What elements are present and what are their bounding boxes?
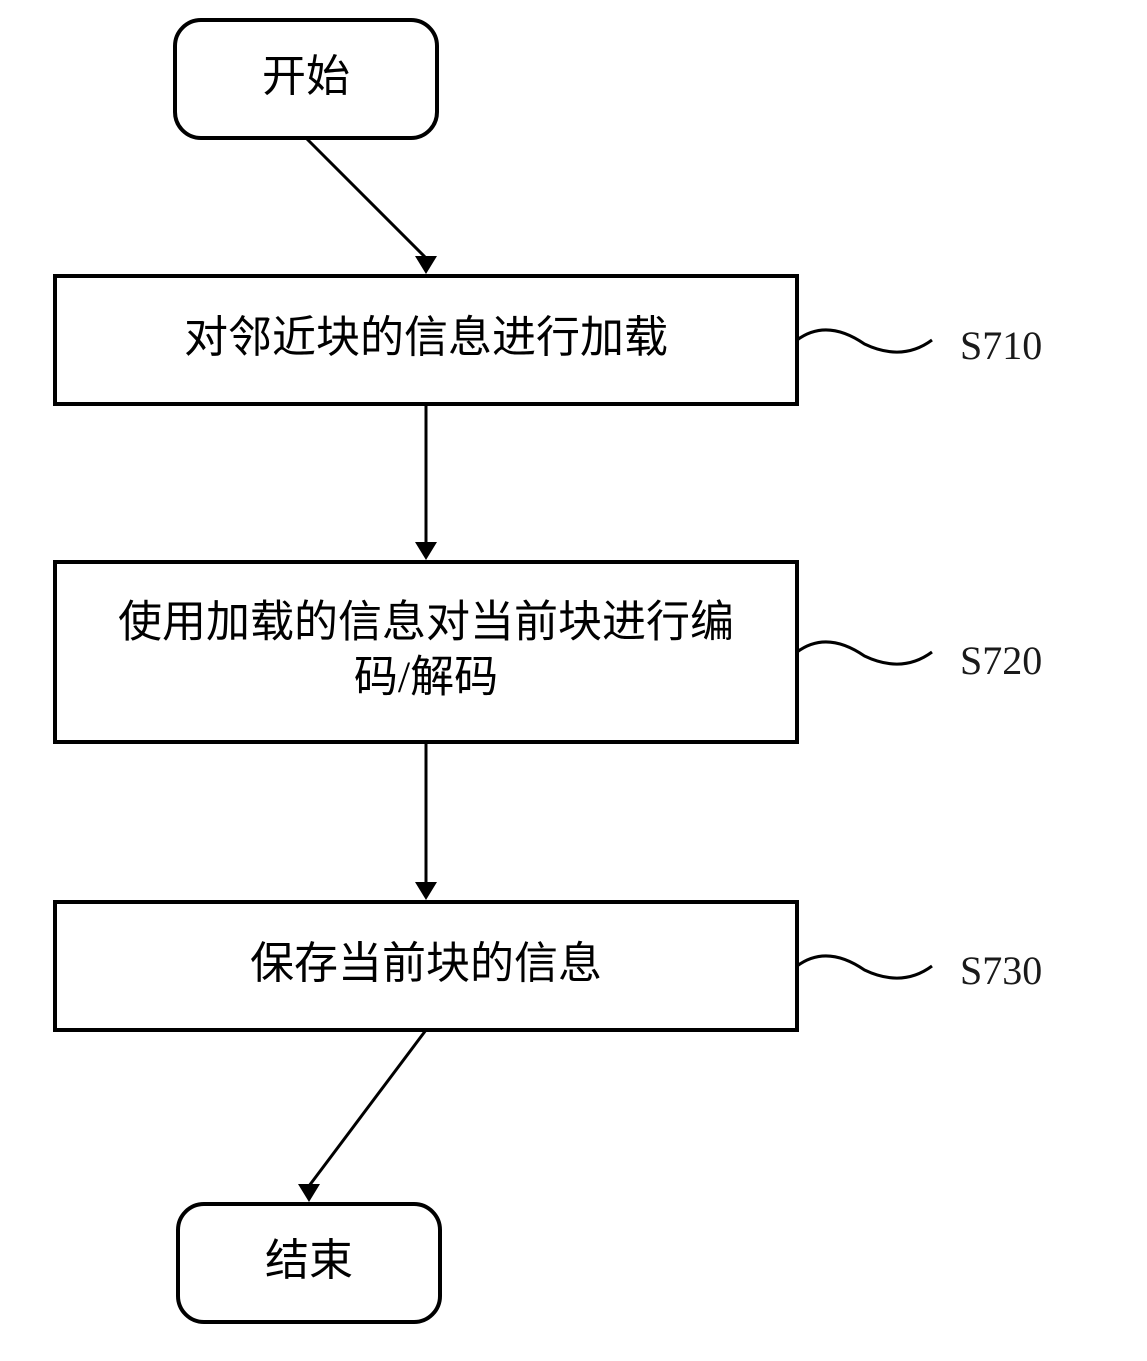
wavy-s710 — [797, 330, 932, 352]
s720-label-line-1: 码/解码 — [354, 653, 498, 702]
wavy-s720 — [797, 642, 932, 664]
edge-0-line — [306, 138, 426, 258]
edge-3-line — [309, 1030, 426, 1186]
edge-0-head — [415, 256, 437, 274]
wavy-s730 — [797, 956, 932, 978]
edge-2-head — [415, 882, 437, 900]
start-label: 开始 — [262, 52, 350, 101]
flowchart-svg: 开始对邻近块的信息进行加载使用加载的信息对当前块进行编码/解码保存当前块的信息结… — [0, 0, 1147, 1361]
edge-1-head — [415, 542, 437, 560]
edge-3-head — [298, 1184, 320, 1202]
s730-label-line-0: 保存当前块的信息 — [250, 939, 602, 988]
ref-label-s730: S730 — [960, 948, 1042, 993]
s720-label-line-0: 使用加载的信息对当前块进行编 — [118, 598, 734, 647]
end-label: 结束 — [265, 1236, 353, 1285]
ref-label-s720: S720 — [960, 638, 1042, 683]
s710-label-line-0: 对邻近块的信息进行加载 — [184, 313, 668, 362]
ref-label-s710: S710 — [960, 323, 1042, 368]
